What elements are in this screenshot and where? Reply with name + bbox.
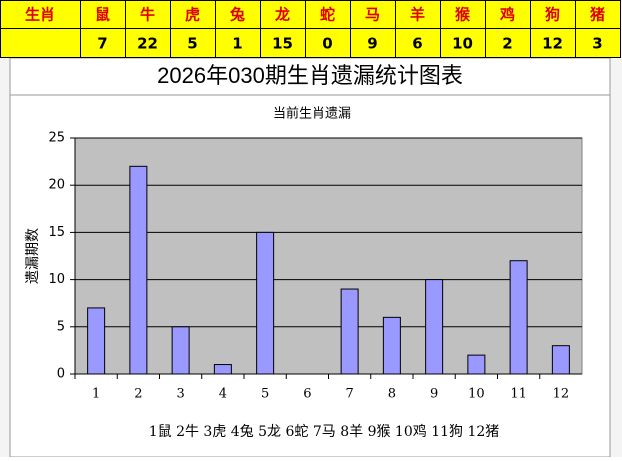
table-cell — [575, 0, 621, 29]
bar — [382, 316, 401, 375]
table-cell — [305, 28, 351, 58]
table-cell — [395, 0, 441, 29]
plot-area — [74, 137, 583, 375]
table-header: 猴 — [455, 6, 471, 24]
table-header: 羊 — [410, 6, 425, 24]
table-header: 龙 — [274, 6, 290, 24]
table-value: 2 — [502, 35, 512, 53]
table-cell — [440, 0, 486, 29]
table-header: 生肖 — [25, 6, 55, 24]
y-tick-label: 15 — [48, 225, 65, 240]
table-header: 兔 — [229, 6, 245, 24]
table-value: 6 — [412, 35, 422, 53]
table-cell — [125, 28, 171, 58]
table-cell — [530, 28, 576, 58]
x-tick-label: 11 — [510, 387, 527, 402]
table-cell — [0, 28, 81, 58]
table-cell — [575, 28, 621, 58]
table-value: 3 — [592, 35, 602, 53]
y-tick-label: 25 — [48, 131, 65, 146]
bar — [213, 364, 232, 375]
bar — [467, 354, 486, 375]
bar — [551, 345, 570, 375]
table-cell — [260, 28, 306, 58]
table-cell — [350, 0, 396, 29]
bar — [425, 279, 444, 375]
table-cell — [305, 0, 351, 29]
table-header: 牛 — [140, 6, 155, 24]
table-cell — [80, 28, 126, 58]
x-tick-label: 4 — [219, 387, 227, 402]
y-tick-label: 20 — [48, 178, 65, 193]
table-value: 7 — [97, 35, 107, 53]
table-header: 狗 — [545, 6, 560, 24]
table-value: 22 — [137, 35, 158, 53]
x-tick-label: 12 — [553, 387, 570, 402]
table-value: 9 — [367, 35, 377, 53]
table-header: 蛇 — [320, 6, 335, 24]
chart-subtitle: 当前生肖遗漏 — [273, 106, 351, 122]
bar — [340, 288, 359, 375]
x-tick-label: 6 — [303, 387, 311, 402]
table-cell — [215, 28, 261, 58]
table-cell — [350, 28, 396, 58]
bar — [129, 165, 148, 375]
x-tick-label: 7 — [345, 387, 353, 402]
table-cell — [170, 28, 216, 58]
table-header: 鸡 — [499, 6, 515, 24]
y-tick-label: 0 — [57, 367, 65, 382]
table-cell — [485, 28, 531, 58]
table-value: 12 — [542, 35, 563, 53]
table: 生肖 鼠 7 牛 22 虎 5 兔 1 龙 15 蛇 0 马 9 羊 6 猴 10 鸡 2 狗 12 猪 3 — [0, 0, 621, 58]
table-value: 0 — [322, 35, 332, 53]
table-value: 1 — [232, 35, 242, 53]
table-cell — [530, 0, 576, 29]
table-header: 马 — [365, 6, 380, 24]
bar — [171, 326, 190, 375]
table-value: 10 — [452, 35, 473, 53]
legend-note: 1鼠 2牛 3虎 4兔 5龙 6蛇 7马 8羊 9猴 10鸡 11狗 12猪 — [149, 423, 500, 440]
x-tick-label: 1 — [92, 387, 100, 402]
x-tick-label: 3 — [176, 387, 184, 402]
x-tick-label: 2 — [134, 387, 142, 402]
table-cell — [485, 0, 531, 29]
bar — [509, 260, 528, 375]
table-header: 虎 — [185, 6, 200, 24]
chart-title: 2026年030期生肖遗漏统计图表 — [157, 63, 463, 88]
y-tick-label: 5 — [57, 319, 65, 334]
y-tick-label: 10 — [48, 272, 65, 287]
x-tick-label: 10 — [468, 387, 485, 402]
table-value: 5 — [187, 35, 197, 53]
y-axis-label: 遗漏期数 — [25, 228, 41, 284]
table-value: 15 — [272, 35, 293, 53]
x-tick-label: 5 — [261, 387, 269, 402]
table-cell — [215, 0, 261, 29]
table-cell — [80, 0, 126, 29]
x-tick-label: 9 — [430, 387, 438, 402]
table-header: 猪 — [589, 6, 605, 24]
bar — [87, 307, 106, 375]
table-cell — [395, 28, 441, 58]
x-tick-label: 8 — [388, 387, 396, 402]
table-header: 鼠 — [95, 6, 110, 24]
table-cell — [0, 0, 81, 29]
bar — [256, 231, 275, 375]
